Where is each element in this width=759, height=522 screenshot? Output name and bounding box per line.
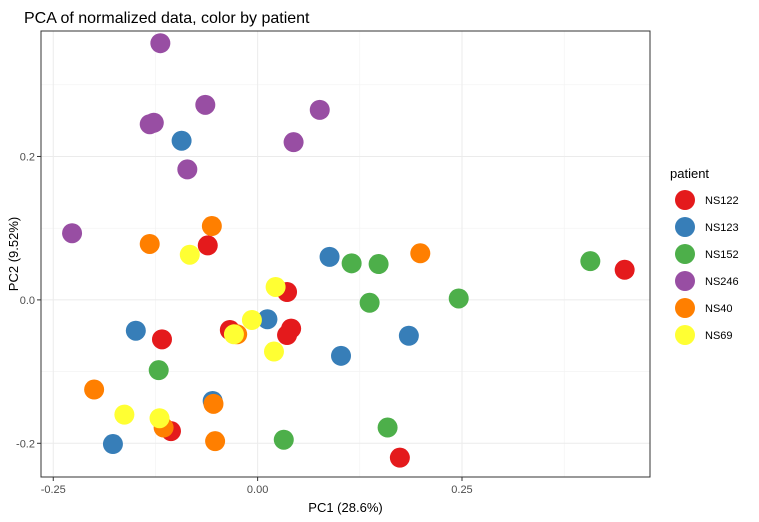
data-point-ns69 <box>114 404 135 425</box>
data-point-ns123 <box>102 434 123 455</box>
data-point-ns123 <box>257 309 278 330</box>
data-point-ns123 <box>171 130 192 151</box>
data-point-ns69 <box>179 244 200 265</box>
data-point-ns69 <box>263 341 284 362</box>
data-point-ns69 <box>149 408 170 429</box>
data-point-ns122 <box>614 259 635 280</box>
legend-label-ns152: NS152 <box>705 249 739 261</box>
data-point-ns123 <box>125 320 146 341</box>
x-tick-label: 0.25 <box>451 484 472 496</box>
legend-label-ns40: NS40 <box>705 303 733 315</box>
data-point-ns122 <box>277 325 298 346</box>
legend-title: patient <box>670 166 709 181</box>
legend: patient NS122 NS123 NS152 NS246 NS40 NS69 <box>670 166 739 345</box>
y-tick-label: 0.2 <box>20 151 35 163</box>
data-point-ns69 <box>223 324 244 345</box>
data-point-ns40 <box>410 243 431 264</box>
data-point-ns123 <box>331 345 352 366</box>
x-axis-ticks: -0.25 0.00 0.25 <box>41 477 473 496</box>
plot-panel-border <box>40 30 651 478</box>
data-point-ns152 <box>448 288 469 309</box>
data-point-ns122 <box>389 447 410 468</box>
data-point-ns40 <box>84 379 105 400</box>
data-point-ns152 <box>148 360 169 381</box>
y-tick-label: 0.0 <box>20 295 35 307</box>
data-point-ns123 <box>319 246 340 267</box>
x-axis-title: PC1 (28.6%) <box>308 500 382 515</box>
data-point-ns40 <box>203 393 224 414</box>
data-point-ns152 <box>580 251 601 272</box>
data-point-ns246 <box>177 159 198 180</box>
x-tick-label: 0.00 <box>247 484 268 496</box>
legend-label-ns123: NS123 <box>705 222 739 234</box>
legend-key-ns152 <box>675 244 695 264</box>
legend-key-ns123 <box>675 217 695 237</box>
data-point-ns152 <box>273 429 294 450</box>
data-point-ns152 <box>377 417 398 438</box>
chart-title: PCA of normalized data, color by patient <box>24 10 310 27</box>
data-points <box>62 33 635 468</box>
minor-gridlines <box>41 31 650 477</box>
data-point-ns246 <box>62 223 83 244</box>
legend-items: NS122 NS123 NS152 NS246 NS40 NS69 <box>675 190 739 345</box>
data-point-ns40 <box>139 233 160 254</box>
data-point-ns122 <box>151 329 172 350</box>
data-point-ns40 <box>201 216 222 237</box>
x-tick-label: -0.25 <box>41 484 66 496</box>
data-point-ns246 <box>309 99 330 120</box>
legend-key-ns40 <box>675 298 695 318</box>
plot-panel <box>41 31 650 477</box>
legend-label-ns69: NS69 <box>705 330 733 342</box>
data-point-ns69 <box>241 309 262 330</box>
data-point-ns122 <box>197 235 218 256</box>
legend-key-ns246 <box>675 271 695 291</box>
legend-label-ns246: NS246 <box>705 276 739 288</box>
data-point-ns246 <box>195 94 216 115</box>
legend-key-ns122 <box>675 190 695 210</box>
data-point-ns246 <box>283 132 304 153</box>
data-point-ns152 <box>341 253 362 274</box>
y-tick-label: -0.2 <box>16 438 35 450</box>
data-point-ns152 <box>359 292 380 313</box>
major-gridlines <box>41 31 650 477</box>
data-point-ns123 <box>398 325 419 346</box>
data-point-ns246 <box>143 112 164 133</box>
data-point-ns152 <box>368 254 389 275</box>
data-point-ns69 <box>265 276 286 297</box>
data-point-ns40 <box>205 431 226 452</box>
legend-label-ns122: NS122 <box>705 195 739 207</box>
legend-key-ns69 <box>675 325 695 345</box>
y-axis-title: PC2 (9.52%) <box>6 217 21 291</box>
y-axis-ticks: -0.2 0.0 0.2 <box>16 151 41 450</box>
data-point-ns246 <box>150 33 171 54</box>
